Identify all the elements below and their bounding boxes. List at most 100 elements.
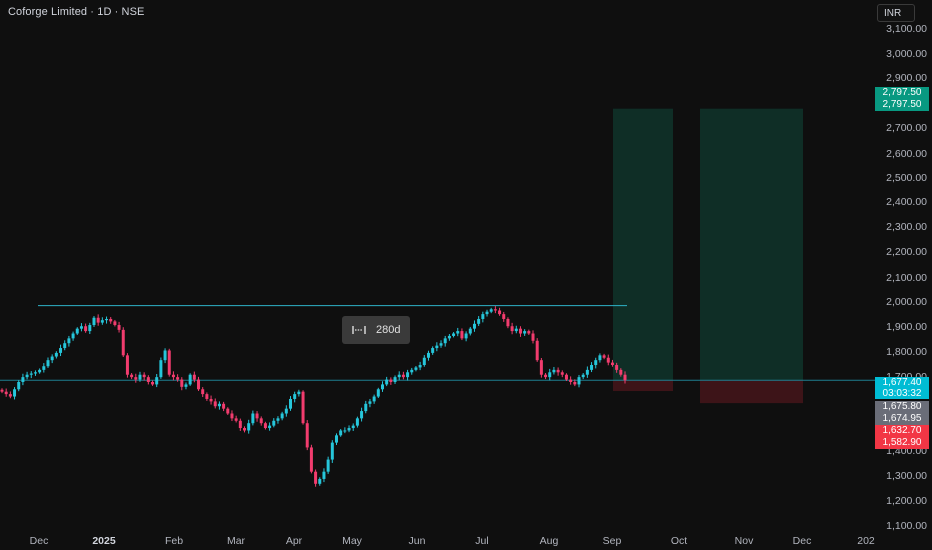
price-axis-label: 3,100.00 <box>886 23 927 35</box>
candle-body <box>192 374 196 380</box>
candle-body <box>514 328 518 332</box>
measure-label: 280d <box>376 324 401 336</box>
last-price-tag: 1,677.40 <box>875 377 929 388</box>
candle-body <box>481 314 485 319</box>
candle-body <box>401 374 405 378</box>
candle-body <box>163 350 167 361</box>
candle-body <box>222 403 226 409</box>
candle-body <box>573 381 577 385</box>
candle-body <box>251 413 255 424</box>
candle-body <box>247 423 251 431</box>
candle-body <box>330 442 334 460</box>
candle-body <box>167 350 171 375</box>
target-price-tag: 2,797.50 <box>875 99 929 111</box>
price-tag-grey: 1,674.95 <box>875 413 929 425</box>
candle-body <box>610 362 614 366</box>
candle-body <box>380 384 384 390</box>
candle-body <box>435 345 439 349</box>
stop-zone <box>613 380 673 392</box>
time-axis-label: Sep <box>602 535 622 547</box>
candle-body <box>255 413 259 419</box>
candle-body <box>443 338 447 344</box>
candle-body <box>105 318 109 321</box>
candle-body <box>518 328 522 334</box>
candle-body <box>276 418 280 421</box>
stop-price-tag: 1,582.90 <box>875 437 929 449</box>
candle-body <box>184 384 188 387</box>
candle-body <box>142 374 146 378</box>
candle-body <box>109 318 113 322</box>
time-axis-label: Mar <box>226 535 246 547</box>
candle-body <box>523 331 527 334</box>
currency-button[interactable]: INR <box>877 4 915 22</box>
candle-body <box>556 369 560 373</box>
candle-body <box>569 379 573 382</box>
candle-body <box>201 389 205 395</box>
price-axis-label: 1,200.00 <box>886 495 927 507</box>
candle-body <box>439 343 443 346</box>
price-axis-label: 1,300.00 <box>886 470 927 482</box>
candle-body <box>368 401 372 404</box>
candle-body <box>309 447 313 472</box>
candle-body <box>615 365 619 370</box>
time-axis-label: Jun <box>408 535 426 547</box>
candle-body <box>75 328 79 334</box>
candle-body <box>389 379 393 382</box>
candle-body <box>468 328 472 334</box>
candle-body <box>92 317 96 326</box>
price-axis-label: 2,600.00 <box>886 148 927 160</box>
candle-body <box>209 398 213 402</box>
candle-body <box>301 391 305 424</box>
candle-body <box>422 357 426 366</box>
time-axis-label: Nov <box>734 535 754 547</box>
candle-body <box>284 408 288 414</box>
candle-body <box>393 377 397 382</box>
candle-body <box>21 377 25 382</box>
time-axis-label: Oct <box>670 535 688 547</box>
price-axis-label: 2,900.00 <box>886 72 927 84</box>
candle-body <box>38 369 42 373</box>
candle-body <box>360 411 364 419</box>
candle-body <box>410 369 414 373</box>
time-axis-label: Jul <box>475 535 489 547</box>
time-axis-label: Aug <box>539 535 559 547</box>
candle-body <box>577 377 581 385</box>
candle-body <box>230 413 234 419</box>
candle-body <box>234 418 238 421</box>
candle-body <box>385 379 389 385</box>
candle-body <box>88 325 92 332</box>
candle-body <box>293 394 297 399</box>
candle-body <box>447 335 451 339</box>
time-axis-label: Feb <box>164 535 184 547</box>
candle-body <box>506 318 510 327</box>
candle-body <box>263 423 267 429</box>
candle-body <box>297 391 301 395</box>
candle-body <box>527 331 531 334</box>
candle-body <box>100 320 104 323</box>
chart-title: Coforge Limited · 1D · NSE <box>8 6 145 18</box>
price-axis-label: 2,100.00 <box>886 272 927 284</box>
candle-body <box>63 343 67 349</box>
candle-body <box>42 366 46 370</box>
price-axis-label: 3,000.00 <box>886 48 927 60</box>
candle-body <box>406 372 410 378</box>
candle-body <box>355 418 359 426</box>
candle-body <box>623 374 627 381</box>
price-axis-label: 2,500.00 <box>886 172 927 184</box>
candle-body <box>79 326 83 329</box>
range-icon <box>352 325 366 335</box>
time-axis-label: 202 <box>857 535 875 547</box>
candle-body <box>314 471 318 484</box>
time-axis-label: Dec <box>29 535 49 547</box>
price-axis-label: 2,200.00 <box>886 246 927 258</box>
candle-body <box>498 310 502 315</box>
price-tag-grey: 1,675.80 <box>875 401 929 413</box>
candle-body <box>585 369 589 375</box>
candle-body <box>54 352 58 357</box>
candle-body <box>130 374 134 378</box>
stop-zone <box>700 380 803 404</box>
candle-body <box>121 329 125 356</box>
candle-body <box>33 372 37 374</box>
candle-body <box>489 309 493 312</box>
